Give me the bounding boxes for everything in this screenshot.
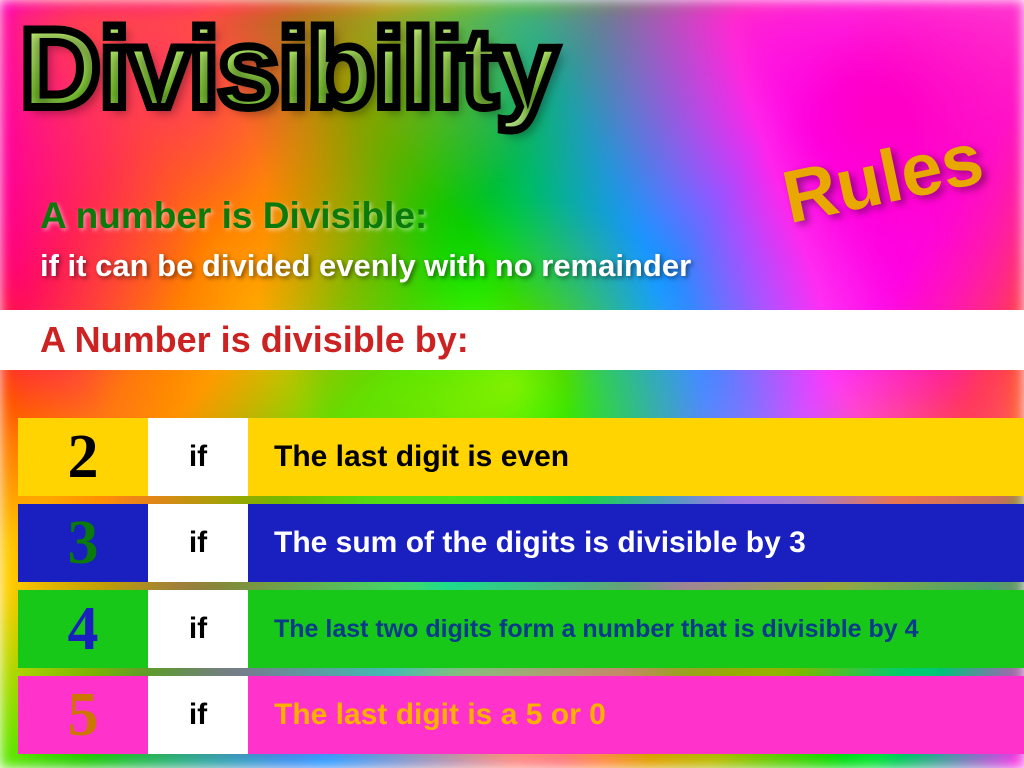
poster-content: Divisibility Rules A number is Divisible…: [0, 0, 1024, 768]
subtitle-rules: Rules: [776, 115, 991, 240]
divisor-number: 3: [18, 504, 148, 582]
table-header-bar: A Number is divisible by:: [0, 310, 1024, 370]
rule-text: The sum of the digits is divisible by 3: [248, 504, 1024, 582]
if-label: if: [148, 418, 248, 496]
table-row: 3ifThe sum of the digits is divisible by…: [18, 504, 1024, 582]
rule-text: The last digit is a 5 or 0: [248, 676, 1024, 754]
rules-table: 2ifThe last digit is even3ifThe sum of t…: [18, 418, 1024, 754]
main-title: Divisibility: [20, 4, 556, 133]
divisor-number: 2: [18, 418, 148, 496]
if-label: if: [148, 676, 248, 754]
rule-text: The last digit is even: [248, 418, 1024, 496]
table-row: 2ifThe last digit is even: [18, 418, 1024, 496]
table-row: 4ifThe last two digits form a number tha…: [18, 590, 1024, 668]
rule-text: The last two digits form a number that i…: [248, 590, 1024, 668]
table-header-text: A Number is divisible by:: [40, 319, 469, 361]
if-label: if: [148, 590, 248, 668]
definition-text: if it can be divided evenly with no rema…: [40, 248, 691, 284]
divisor-number: 4: [18, 590, 148, 668]
divisor-number: 5: [18, 676, 148, 754]
table-row: 5ifThe last digit is a 5 or 0: [18, 676, 1024, 754]
if-label: if: [148, 504, 248, 582]
definition-label: A number is Divisible:: [40, 195, 427, 237]
